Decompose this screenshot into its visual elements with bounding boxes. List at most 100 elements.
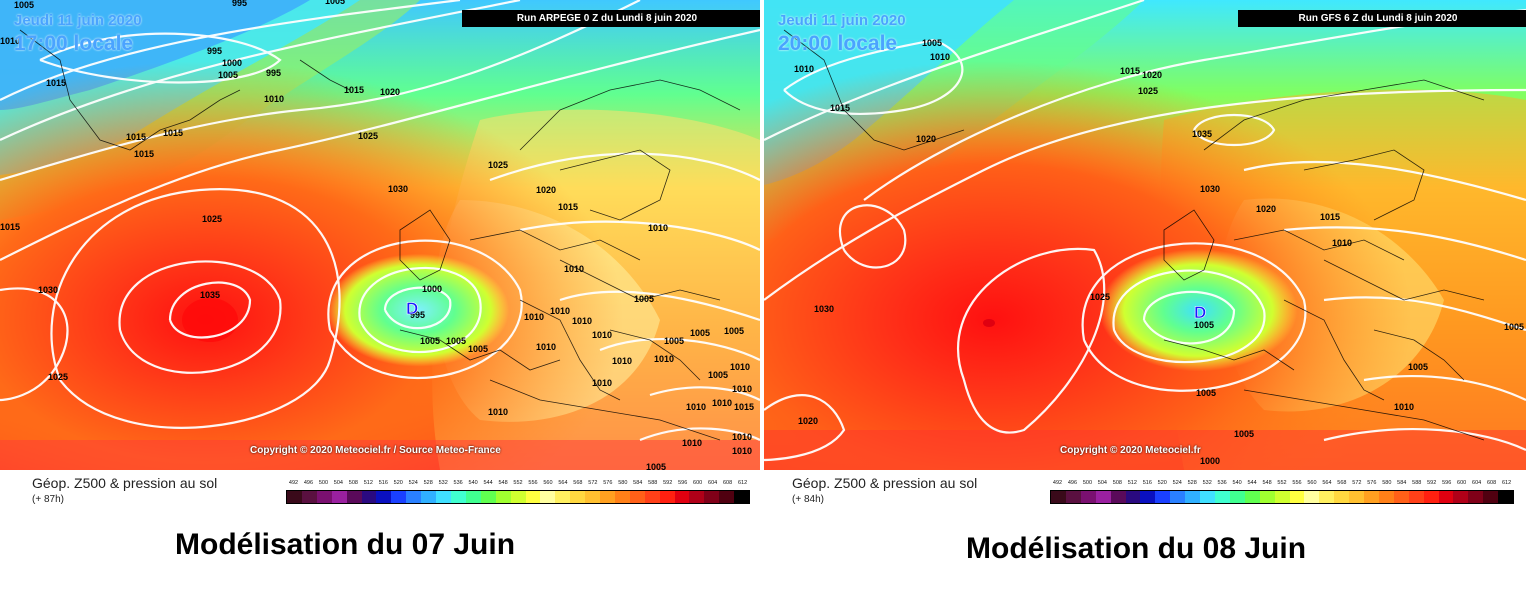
isobar-label: 1005 (690, 328, 710, 338)
isobar-label: 1010 (686, 402, 706, 412)
scale-tick-label: 512 (363, 480, 373, 486)
scale-swatch (1483, 491, 1499, 503)
scale-swatch (525, 491, 541, 503)
isobar-label: 1010 (732, 384, 752, 394)
legend-title: Géop. Z500 & pression au sol (792, 475, 978, 491)
isobar-label: 1010 (794, 64, 814, 74)
scale-tick-label: 600 (693, 480, 703, 486)
scale-swatch (1274, 491, 1290, 503)
scale-tick-label: 608 (1486, 480, 1497, 486)
scale-swatch (1393, 491, 1409, 503)
scale-tick-label: 520 (393, 480, 403, 486)
scale-tick-label: 604 (1472, 480, 1482, 486)
isobar-label: 995 (232, 0, 247, 8)
isobar-label: 995 (410, 310, 425, 320)
scale-swatch (1438, 491, 1454, 503)
isobar-label: 1025 (202, 214, 222, 224)
scale-tick-label: 520 (1157, 480, 1167, 486)
scale-tick-label: 548 (1262, 480, 1272, 486)
isobar-label: 1015 (0, 222, 20, 232)
legend-lead-time: (+ 84h) (792, 494, 824, 505)
forecast-local-time: 20:00 locale (778, 32, 898, 55)
scale-tick-label: 556 (1292, 480, 1302, 486)
isobar-label: 1010 (592, 330, 612, 340)
scale-swatch (331, 491, 347, 503)
isobar-label: 1010 (1332, 238, 1352, 248)
isobar-label: 1030 (814, 304, 834, 314)
scale-swatch (1244, 491, 1260, 503)
isobar-label: 1030 (1200, 184, 1220, 194)
caption-left: Modélisation du 07 Juin (175, 528, 516, 561)
map-panel-arpege: 1005 995 1005 1010 995 1000 1005 995 1015 1010 101… (0, 0, 760, 470)
isobar-label: 1005 (1234, 429, 1254, 439)
scale-swatch (450, 491, 466, 503)
isobar-label: 1005 (1196, 388, 1216, 398)
scale-tick-label: 516 (378, 480, 388, 486)
scale-tick-label: 556 (528, 480, 538, 486)
scale-swatch (614, 491, 630, 503)
scale-swatch (1095, 491, 1111, 503)
scale-tick-label: 560 (1307, 480, 1317, 486)
scale-tick-label: 528 (423, 480, 433, 486)
scale-swatch (719, 491, 735, 503)
color-scale (1050, 490, 1514, 504)
isobar-label: 1005 (325, 0, 345, 6)
scale-swatch (1051, 491, 1066, 503)
isobar-label: 1010 (488, 407, 508, 417)
isobar-label: 1010 (572, 316, 592, 326)
isobar-label: 1005 (218, 70, 238, 80)
scale-tick-label: 532 (438, 480, 448, 486)
scale-tick-label: 524 (1172, 480, 1182, 486)
scale-swatch (1229, 491, 1245, 503)
scale-swatch (1453, 491, 1469, 503)
legend-title: Géop. Z500 & pression au sol (32, 475, 218, 491)
scale-swatch (510, 491, 526, 503)
scale-swatch (1125, 491, 1141, 503)
scale-ticks: 492 496 500 504 508 512 516 520 524 528 532 536 540 5… (1050, 480, 1514, 486)
scale-swatch (421, 491, 437, 503)
scale-tick-label: 540 (1232, 480, 1242, 486)
isobar-label: 1005 (922, 38, 942, 48)
scale-tick-label: 584 (633, 480, 643, 486)
scale-tick-label: 536 (1217, 480, 1227, 486)
scale-swatch (1378, 491, 1394, 503)
isobar-label: 1030 (388, 184, 408, 194)
scale-swatch (585, 491, 601, 503)
scale-swatch (1065, 491, 1081, 503)
scale-tick-label: 596 (678, 480, 688, 486)
isobar-label: 1000 (422, 284, 442, 294)
legend-gfs: Géop. Z500 & pression au sol (+ 84h) 492… (764, 472, 1524, 512)
scale-swatch (1185, 491, 1201, 503)
isobar-label: 1010 (592, 378, 612, 388)
isobar-label: 1005 (420, 336, 440, 346)
isobar-label: 1010 (732, 432, 752, 442)
scale-swatch (644, 491, 660, 503)
isobar-label: 1015 (163, 128, 183, 138)
scale-tick-label: 564 (558, 480, 568, 486)
isobar-label: 1015 (734, 402, 754, 412)
scale-swatch (480, 491, 496, 503)
isobar-label: 1015 (126, 132, 146, 142)
scale-tick-label: 524 (408, 480, 418, 486)
scale-swatch (674, 491, 690, 503)
caption-right: Modélisation du 08 Juin (966, 532, 1307, 565)
legend-lead-time: (+ 87h) (32, 494, 64, 505)
isobar-label: 1025 (48, 372, 68, 382)
scale-swatch (734, 491, 750, 503)
scale-tick-label: 496 (303, 480, 314, 486)
scale-swatch (376, 491, 392, 503)
isobar-label: 1010 (712, 398, 732, 408)
isobar-label: 1015 (1120, 66, 1140, 76)
scale-swatch (704, 491, 720, 503)
scale-swatch (600, 491, 615, 503)
scale-tick-label: 548 (498, 480, 508, 486)
scale-tick-label: 500 (318, 480, 329, 486)
isobar-label: 1025 (488, 160, 508, 170)
scale-swatch (1289, 491, 1305, 503)
scale-swatch (1214, 491, 1230, 503)
scale-tick-label: 508 (348, 480, 358, 486)
map-panel-gfs: 1005 1010 1010 1015 1020 1025 1015 1035 1020 1030… (764, 0, 1526, 470)
isobar-label: 1010 (930, 52, 950, 62)
isobar-label: 1035 (1192, 129, 1212, 139)
